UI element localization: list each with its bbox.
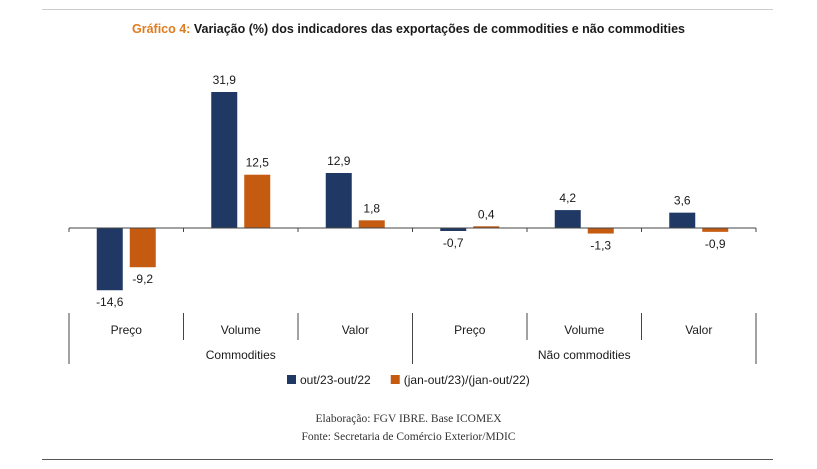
category-label-1: Volume <box>221 323 261 337</box>
data-label-ytd-5: -0,9 <box>705 237 726 251</box>
bar-monthly-0 <box>96 228 123 291</box>
category-label-5: Valor <box>685 323 712 337</box>
footer-source: Fonte: Secretaria de Comércio Exterior/M… <box>301 431 516 443</box>
top-rule <box>42 9 773 10</box>
legend-label-0: out/23-out/22 <box>300 373 371 387</box>
data-label-ytd-1: 12,5 <box>246 156 270 170</box>
data-label-ytd-2: 1,8 <box>363 201 380 215</box>
data-label-monthly-2: 12,9 <box>327 154 351 168</box>
bar-ytd-0 <box>129 228 156 268</box>
bar-monthly-1 <box>211 92 238 228</box>
data-label-ytd-0: -9,2 <box>132 272 153 286</box>
bar-monthly-4 <box>554 210 581 228</box>
bar-ytd-4 <box>587 228 614 234</box>
bar-ytd-5 <box>702 228 729 232</box>
category-label-2: Valor <box>342 323 369 337</box>
data-label-monthly-4: 4,2 <box>559 191 576 205</box>
bar-ytd-2 <box>358 220 385 228</box>
data-label-ytd-4: -1,3 <box>590 239 611 253</box>
category-label-3: Preço <box>454 323 486 337</box>
data-label-monthly-1: 31,9 <box>213 73 237 87</box>
category-label-4: Volume <box>564 323 604 337</box>
footer-elaboration: Elaboração: FGV IBRE. Base ICOMEX <box>315 413 502 425</box>
data-label-ytd-3: 0,4 <box>478 207 495 221</box>
bar-monthly-3 <box>440 228 467 231</box>
bottom-rule <box>42 459 773 460</box>
category-label-0: Preço <box>111 323 143 337</box>
group-label-1: Não commodities <box>538 348 631 362</box>
bar-monthly-2 <box>325 173 352 228</box>
legend-swatch-0 <box>287 375 296 384</box>
chart-footer: Elaboração: FGV IBRE. Base ICOMEX Fonte:… <box>0 410 817 446</box>
legend-label-1: (jan-out/23)/(jan-out/22) <box>404 373 530 387</box>
legend-swatch-1 <box>390 375 400 384</box>
chart-title-prefix: Gráfico 4: <box>132 22 191 36</box>
chart-title: Gráfico 4: Variação (%) dos indicadores … <box>0 22 817 36</box>
bar-monthly-5 <box>669 212 696 228</box>
data-label-monthly-3: -0,7 <box>443 236 464 250</box>
data-label-monthly-0: -14,6 <box>96 295 124 309</box>
data-label-monthly-5: 3,6 <box>674 194 691 208</box>
bar-ytd-1 <box>244 174 271 228</box>
bar-ytd-3 <box>473 226 500 228</box>
chart-title-text: Variação (%) dos indicadores das exporta… <box>193 22 685 36</box>
group-label-0: Commodities <box>206 348 276 362</box>
chart-canvas: -14,6 31,9 12,9 -0,7 4,2 3,6 -9,2 12,5 1,8 0,4 -1,… <box>68 73 757 387</box>
